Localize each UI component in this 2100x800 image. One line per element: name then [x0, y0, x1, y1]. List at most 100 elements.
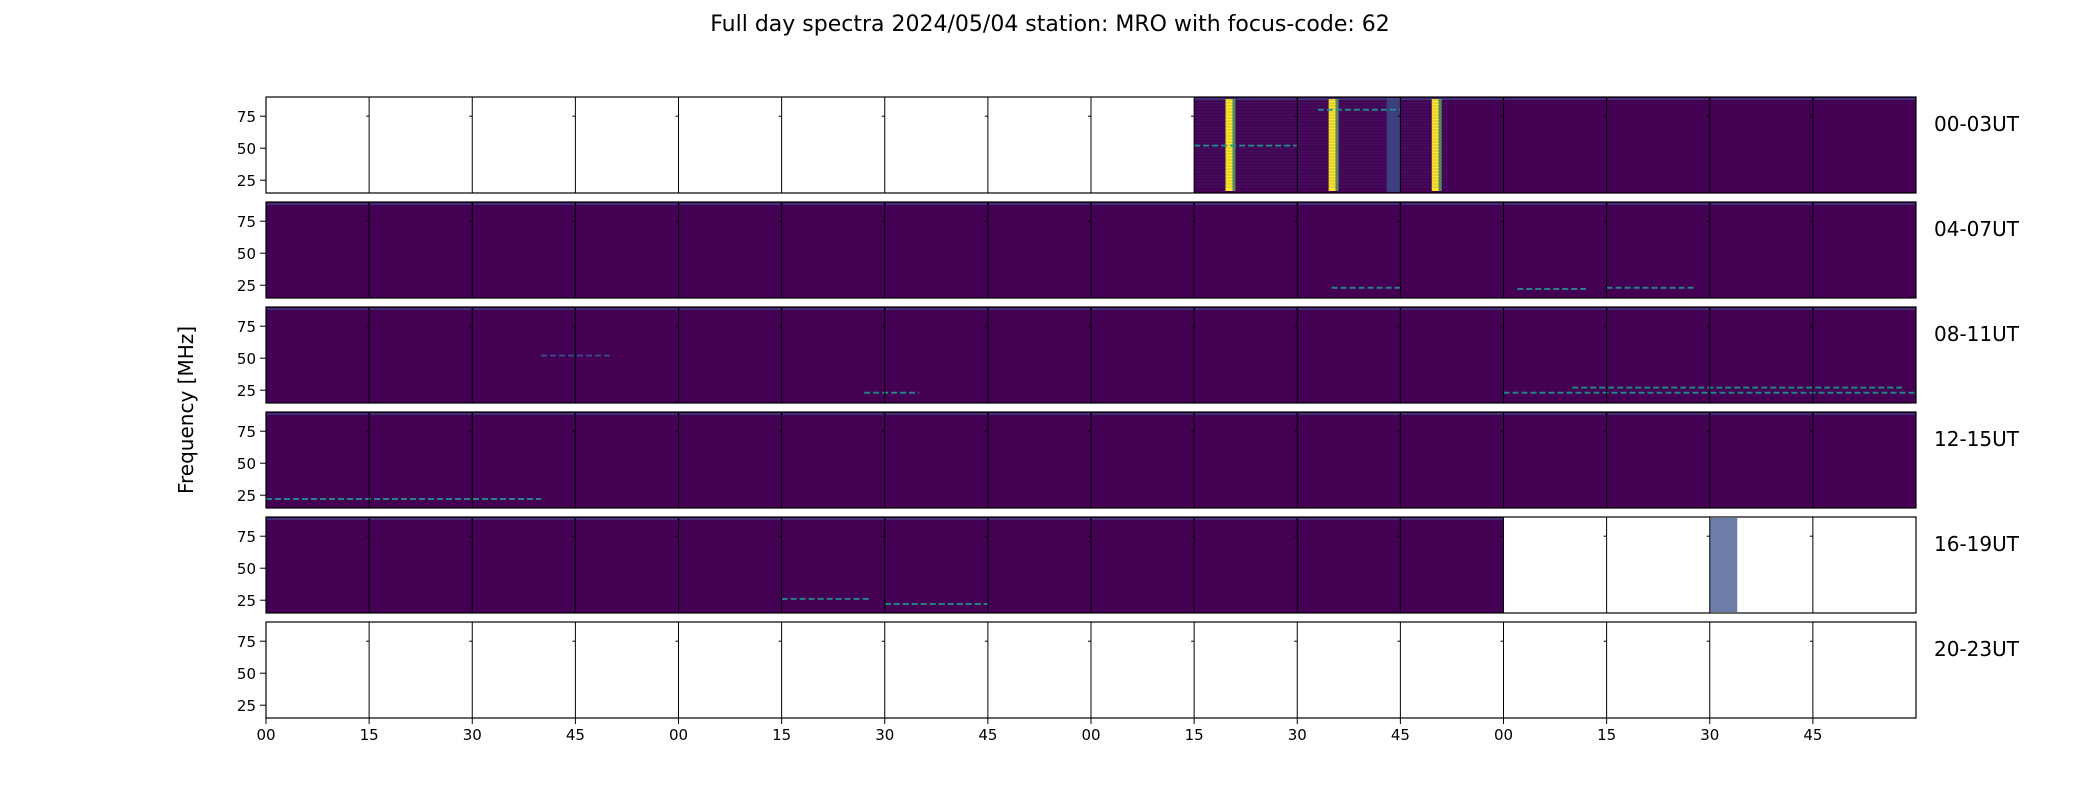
spectrum-panel-r1-p1 — [369, 202, 473, 298]
row-frame-4 — [265, 516, 1917, 614]
spectrum-panel-r3-p15 — [1812, 412, 1916, 508]
panel-top-edge — [576, 308, 678, 310]
spectrum-panel-r4-p15 — [1812, 517, 1916, 613]
panel-top-edge — [679, 413, 781, 415]
chart-title: Full day spectra 2024/05/04 station: MRO… — [710, 12, 1390, 37]
y-tick-label: 50 — [237, 245, 256, 263]
spectrum-panel-r1-p0 — [266, 202, 370, 298]
spectrum-panel-r1-p15 — [1812, 202, 1916, 298]
spectrum-panel-r4-p6 — [884, 517, 988, 613]
y-tick-label: 25 — [237, 487, 256, 505]
spectrum-panel-r0-p4 — [678, 97, 782, 193]
y-tick-label: 25 — [237, 592, 256, 610]
panel-top-edge — [782, 308, 884, 310]
panel-top-edge — [1195, 308, 1297, 310]
spectrum-panel-r0-p5 — [781, 97, 885, 193]
panel-top-edge — [1710, 98, 1812, 100]
spectrum-panel-r2-p6 — [884, 307, 988, 403]
spectrum-panel-r5-p7 — [987, 622, 1091, 718]
panel-top-edge — [1092, 203, 1194, 205]
spectrum-panel-r3-p5 — [781, 412, 885, 508]
spectrum-panel-r3-p10 — [1297, 412, 1401, 508]
feature-r0-2-edge — [1438, 99, 1442, 191]
spectrum-panel-r4-p12 — [1503, 517, 1607, 613]
y-tick-label: 50 — [237, 665, 256, 683]
spectrum-panel-r0-p8 — [1091, 97, 1195, 193]
panel-top-edge — [988, 203, 1090, 205]
spectrum-panel-r2-p11 — [1400, 307, 1504, 403]
spectrum-panel-r1-p11 — [1400, 202, 1504, 298]
y-tick-label: 75 — [237, 108, 256, 126]
panel-top-edge — [1195, 413, 1297, 415]
panel-top-edge — [1504, 308, 1606, 310]
panel-top-edge — [473, 518, 575, 520]
panel-top-edge — [1504, 413, 1606, 415]
y-tick-label: 25 — [237, 697, 256, 715]
panel-top-edge — [370, 308, 472, 310]
y-tick-label: 25 — [237, 382, 256, 400]
spectrum-panel-r3-p12 — [1503, 412, 1607, 508]
x-tick-label: 30 — [875, 726, 894, 744]
panel-top-edge — [1298, 98, 1400, 100]
row-label-3: 12-15UT — [1934, 427, 2020, 451]
panel-top-edge — [1607, 308, 1709, 310]
panel-top-edge — [679, 308, 781, 310]
panel-top-edge — [679, 518, 781, 520]
panel-top-edge — [1710, 203, 1812, 205]
spectrum-panel-r2-p3 — [575, 307, 679, 403]
spectrum-panel-r0-p7 — [987, 97, 1091, 193]
spectrum-panel-r4-p3 — [575, 517, 679, 613]
spectrum-panel-r3-p0 — [266, 412, 370, 508]
feature-r0-3 — [1386, 98, 1401, 192]
spectrum-panel-r5-p9 — [1194, 622, 1298, 718]
y-tick-label: 50 — [237, 140, 256, 158]
panel-top-edge — [679, 203, 781, 205]
x-tick-label: 45 — [566, 726, 585, 744]
panel-top-edge — [1092, 518, 1194, 520]
panel-top-edge — [576, 203, 678, 205]
spectrum-panel-r3-p8 — [1091, 412, 1195, 508]
spectrum-panel-r4-p0 — [266, 517, 370, 613]
spectrum-panel-r4-p2 — [472, 517, 576, 613]
spectrum-panel-r4-p11 — [1400, 517, 1504, 613]
panel-top-edge — [1504, 98, 1606, 100]
row-label-2: 08-11UT — [1934, 322, 2020, 346]
x-tick-label: 30 — [1288, 726, 1307, 744]
panel-top-edge — [1298, 203, 1400, 205]
panel-top-edge — [1504, 203, 1606, 205]
row-frame-0 — [265, 96, 1917, 194]
spectrum-panel-r3-p14 — [1709, 412, 1813, 508]
panel-top-edge — [885, 308, 987, 310]
spectrum-panel-r3-p1 — [369, 412, 473, 508]
spectrum-panel-r0-p11 — [1400, 97, 1504, 193]
spectrum-panel-r4-p10 — [1297, 517, 1401, 613]
spectrum-panel-r4-p8 — [1091, 517, 1195, 613]
spectrum-panel-r1-p9 — [1194, 202, 1298, 298]
spectrum-panel-r0-p2 — [472, 97, 576, 193]
y-tick-label: 50 — [237, 350, 256, 368]
panel-top-edge — [988, 308, 1090, 310]
spectrum-panel-r5-p2 — [472, 622, 576, 718]
x-tick-label: 00 — [256, 726, 275, 744]
spectrum-panel-r1-p3 — [575, 202, 679, 298]
spectrum-panel-r3-p13 — [1606, 412, 1710, 508]
feature-r4-2 — [1709, 518, 1738, 612]
panel-top-edge — [267, 518, 369, 520]
spectrum-panel-r3-p2 — [472, 412, 576, 508]
panel-top-edge — [885, 413, 987, 415]
x-tick-label: 15 — [1597, 726, 1616, 744]
spectrum-panel-r2-p10 — [1297, 307, 1401, 403]
feature-r0-0 — [1225, 99, 1233, 191]
spectrum-panel-r1-p12 — [1503, 202, 1607, 298]
spectrum-panel-r5-p15 — [1812, 622, 1916, 718]
panel-top-edge — [1092, 413, 1194, 415]
x-tick-label: 30 — [463, 726, 482, 744]
spectrum-panel-r5-p8 — [1091, 622, 1195, 718]
panel-top-edge — [1195, 203, 1297, 205]
row-label-5: 20-23UT — [1934, 637, 2020, 661]
spectrum-panel-r3-p9 — [1194, 412, 1298, 508]
spectrum-panel-r0-p3 — [575, 97, 679, 193]
row-frame-3 — [265, 411, 1917, 509]
x-tick-label: 00 — [1081, 726, 1100, 744]
panel-top-edge — [782, 203, 884, 205]
